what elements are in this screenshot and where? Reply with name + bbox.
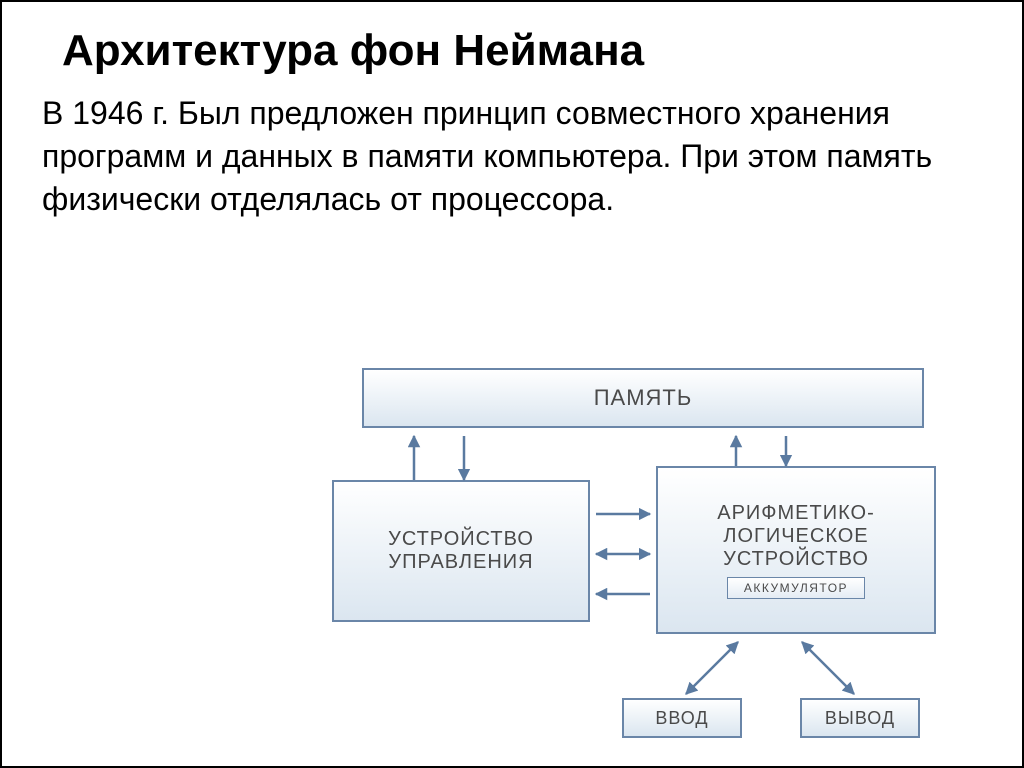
node-input-label: ВВОД	[655, 708, 708, 729]
node-accumulator-label: АККУМУЛЯТОР	[744, 581, 848, 595]
node-control-label: УСТРОЙСТВОУПРАВЛЕНИЯ	[388, 528, 534, 574]
node-control-unit: УСТРОЙСТВОУПРАВЛЕНИЯ	[332, 480, 590, 622]
node-alu-label: АРИФМЕТИКО-ЛОГИЧЕСКОЕУСТРОЙСТВО	[717, 502, 875, 571]
von-neumann-diagram: ПАМЯТЬ УСТРОЙСТВОУПРАВЛЕНИЯ АРИФМЕТИКО-Л…	[324, 354, 972, 754]
node-accumulator: АККУМУЛЯТОР	[727, 577, 865, 599]
node-output: ВЫВОД	[800, 698, 920, 738]
node-input: ВВОД	[622, 698, 742, 738]
node-memory: ПАМЯТЬ	[362, 368, 924, 428]
node-output-label: ВЫВОД	[825, 708, 895, 729]
body-paragraph: В 1946 г. Был предложен принцип совместн…	[2, 86, 1022, 222]
page-title: Архитектура фон Неймана	[2, 2, 1022, 86]
node-alu: АРИФМЕТИКО-ЛОГИЧЕСКОЕУСТРОЙСТВО АККУМУЛЯ…	[656, 466, 936, 634]
node-memory-label: ПАМЯТЬ	[594, 385, 693, 411]
